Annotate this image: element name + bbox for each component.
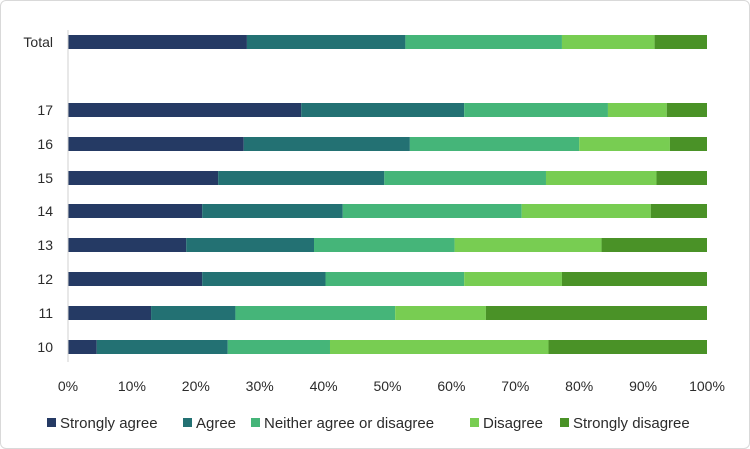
bar-segment-11-s2 xyxy=(235,306,396,320)
bar-segment-14-s1 xyxy=(202,204,343,218)
category-label-17: 17 xyxy=(37,102,53,118)
bar-segment-12-s1 xyxy=(202,272,326,286)
bar-segment-15-s4 xyxy=(656,171,707,185)
bar-segment-16-s4 xyxy=(669,137,707,151)
bar-segment-15-s2 xyxy=(384,171,546,185)
bars-layer xyxy=(68,35,707,354)
legend-label: Neither agree or disagree xyxy=(264,415,434,432)
category-label-10: 10 xyxy=(37,339,53,355)
bar-segment-13-s1 xyxy=(186,238,315,252)
x-tick-label: 30% xyxy=(246,378,274,394)
legend-swatch xyxy=(470,418,479,427)
bar-segment-10-s3 xyxy=(329,340,549,354)
bar-segment-15-s3 xyxy=(545,171,657,185)
bar-segment-Total-s0 xyxy=(68,35,247,49)
legend-item-disagree: Disagree xyxy=(470,415,543,432)
legend-label: Agree xyxy=(196,415,236,432)
category-label-13: 13 xyxy=(37,237,53,253)
bar-segment-16-s2 xyxy=(409,137,580,151)
bar-segment-14-s2 xyxy=(342,204,522,218)
bar-segment-12-s3 xyxy=(464,272,562,286)
category-labels: Total 17 16 15 14 13 12 11 10 xyxy=(23,34,53,355)
x-tick-label: 20% xyxy=(182,378,210,394)
bar-segment-Total-s2 xyxy=(405,35,562,49)
x-tick-label: 90% xyxy=(629,378,657,394)
x-tick-labels: 0% 10% 20% 30% 40% 50% 60% 70% 80% 90% 100% xyxy=(58,378,725,394)
x-tick-label: 70% xyxy=(501,378,529,394)
bar-segment-17-s1 xyxy=(301,103,465,117)
legend-swatch xyxy=(251,418,260,427)
bar-segment-Total-s4 xyxy=(654,35,707,49)
category-label-14: 14 xyxy=(37,203,53,219)
bar-segment-Total-s3 xyxy=(561,35,655,49)
bar-segment-16-s0 xyxy=(68,137,244,151)
bar-segment-Total-s1 xyxy=(246,35,406,49)
bar-segment-16-s3 xyxy=(579,137,670,151)
bar-segment-13-s4 xyxy=(601,238,707,252)
bar-segment-14-s0 xyxy=(68,204,203,218)
bar-segment-17-s2 xyxy=(464,103,608,117)
x-tick-label: 60% xyxy=(437,378,465,394)
category-label-15: 15 xyxy=(37,170,53,186)
category-label-12: 12 xyxy=(37,271,53,287)
bar-segment-11-s1 xyxy=(151,306,236,320)
bar-segment-14-s4 xyxy=(650,204,707,218)
bar-segment-14-s3 xyxy=(521,204,651,218)
bar-segment-13-s3 xyxy=(454,238,602,252)
legend-item-neither-agree-or-disagree: Neither agree or disagree xyxy=(251,415,434,432)
bar-segment-12-s4 xyxy=(561,272,707,286)
x-tick-label: 10% xyxy=(118,378,146,394)
x-tick-label: 0% xyxy=(58,378,78,394)
bar-segment-11-s0 xyxy=(68,306,152,320)
legend-label: Strongly agree xyxy=(60,415,158,432)
legend-label: Disagree xyxy=(483,415,543,432)
legend-item-strongly-agree: Strongly agree xyxy=(47,415,158,432)
bar-segment-16-s1 xyxy=(243,137,410,151)
bar-segment-17-s4 xyxy=(666,103,707,117)
legend-label: Strongly disagree xyxy=(573,415,690,432)
bar-segment-12-s2 xyxy=(325,272,465,286)
category-label-16: 16 xyxy=(37,136,53,152)
bar-segment-11-s3 xyxy=(395,306,486,320)
category-label-11: 11 xyxy=(38,305,53,321)
bar-segment-17-s0 xyxy=(68,103,302,117)
legend-swatch xyxy=(183,418,192,427)
legend: Strongly agree Agree Neither agree or disa… xyxy=(47,415,690,432)
x-tick-label: 40% xyxy=(310,378,338,394)
bar-segment-10-s4 xyxy=(548,340,707,354)
x-tick-label: 50% xyxy=(373,378,401,394)
x-tick-label: 80% xyxy=(565,378,593,394)
bar-segment-10-s2 xyxy=(227,340,330,354)
x-tick-label: 100% xyxy=(689,378,725,394)
legend-swatch xyxy=(47,418,56,427)
bar-segment-10-s1 xyxy=(96,340,228,354)
category-label-Total: Total xyxy=(23,34,53,50)
legend-item-strongly-disagree: Strongly disagree xyxy=(560,415,690,432)
bar-segment-12-s0 xyxy=(68,272,203,286)
bar-segment-15-s1 xyxy=(218,171,385,185)
bar-segment-13-s0 xyxy=(68,238,187,252)
bar-segment-10-s0 xyxy=(68,340,97,354)
legend-swatch xyxy=(560,418,569,427)
bar-segment-15-s0 xyxy=(68,171,219,185)
bar-segment-11-s4 xyxy=(485,306,707,320)
bar-segment-17-s3 xyxy=(607,103,667,117)
bar-segment-13-s2 xyxy=(314,238,455,252)
legend-item-agree: Agree xyxy=(183,415,236,432)
